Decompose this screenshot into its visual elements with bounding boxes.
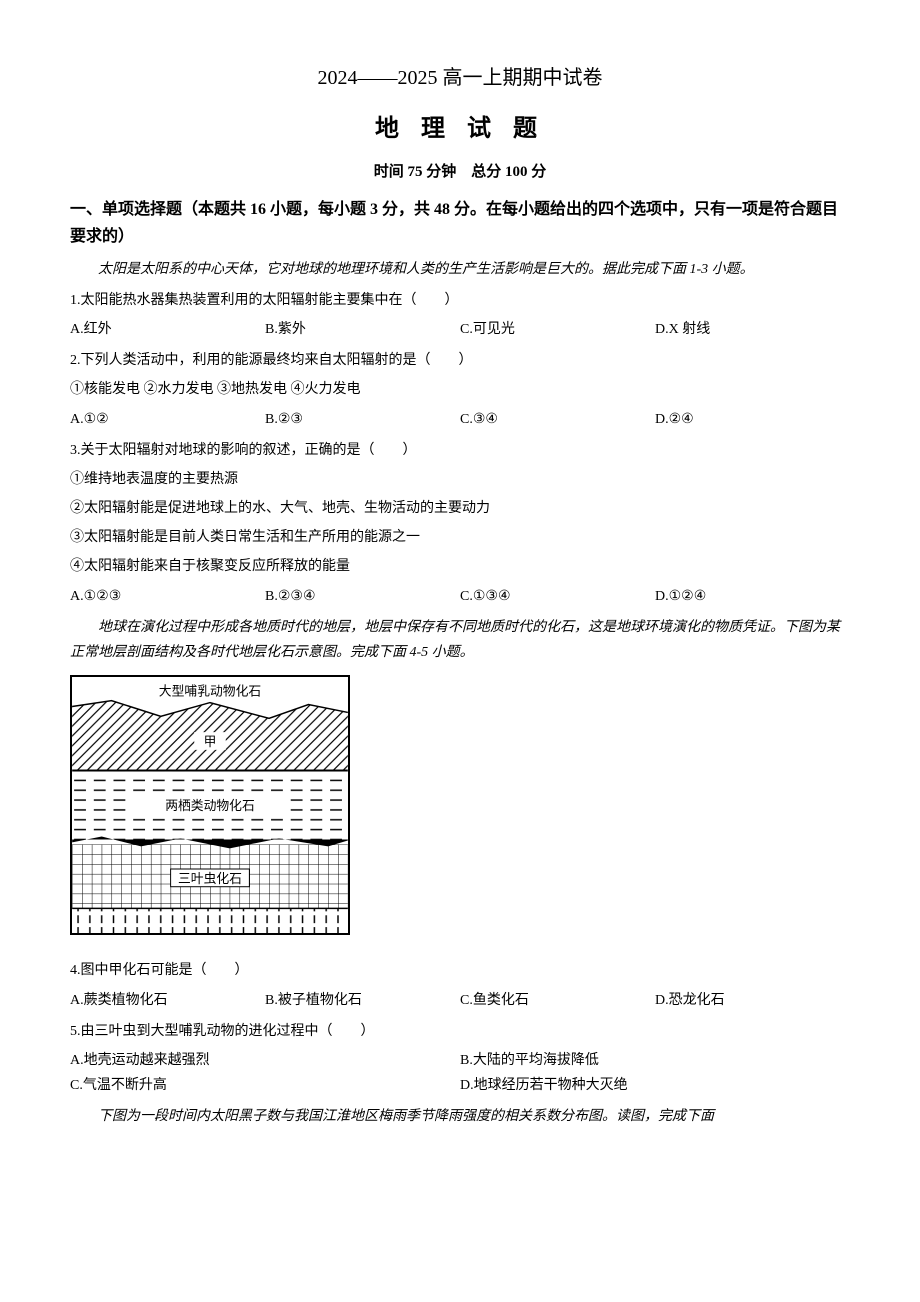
- layer3-label: 两栖类动物化石: [165, 799, 255, 813]
- q2-option-c: C.③④: [460, 407, 655, 432]
- q5-option-d: D.地球经历若干物种大灭绝: [460, 1073, 850, 1098]
- q5-option-b: B.大陆的平均海拔降低: [460, 1048, 850, 1073]
- q2-option-b: B.②③: [265, 407, 460, 432]
- layer1-label: 大型哺乳动物化石: [159, 685, 261, 699]
- q1-option-a: A.红外: [70, 317, 265, 342]
- stratigraphy-diagram: 大型哺乳动物化石 甲 两栖类动物化石 三叶虫化石: [70, 675, 350, 944]
- question-2-text: 2.下列人类活动中，利用的能源最终均来自太阳辐射的是（ ）: [70, 348, 850, 373]
- q3-option-d: D.①②④: [655, 584, 850, 609]
- q2-option-a: A.①②: [70, 407, 265, 432]
- q3-item-4: ④太阳辐射能来自于核聚变反应所释放的能量: [70, 554, 850, 579]
- q3-item-3: ③太阳辐射能是目前人类日常生活和生产所用的能源之一: [70, 525, 850, 550]
- q5-option-a: A.地壳运动越来越强烈: [70, 1048, 460, 1073]
- question-4-options: A.蕨类植物化石 B.被子植物化石 C.鱼类化石 D.恐龙化石: [70, 988, 850, 1013]
- q4-option-d: D.恐龙化石: [655, 988, 850, 1013]
- subject-title: 地 理 试 题: [70, 108, 850, 151]
- passage-3: 下图为一段时间内太阳黑子数与我国江淮地区梅雨季节降雨强度的相关系数分布图。读图，…: [70, 1104, 850, 1129]
- layer4-label: 三叶虫化石: [178, 872, 242, 886]
- q4-option-b: B.被子植物化石: [265, 988, 460, 1013]
- question-5-options: A.地壳运动越来越强烈 B.大陆的平均海拔降低 C.气温不断升高 D.地球经历若…: [70, 1048, 850, 1098]
- question-3-options: A.①②③ B.②③④ C.①③④ D.①②④: [70, 584, 850, 609]
- q1-option-d: D.X 射线: [655, 317, 850, 342]
- exam-period-title: 2024——2025 高一上期期中试卷: [70, 60, 850, 96]
- layer2-label: 甲: [204, 735, 217, 749]
- q2-option-d: D.②④: [655, 407, 850, 432]
- question-2-items: ①核能发电 ②水力发电 ③地热发电 ④火力发电: [70, 377, 850, 402]
- stratigraphy-svg: 大型哺乳动物化石 甲 两栖类动物化石 三叶虫化石: [70, 675, 350, 935]
- q5-option-c: C.气温不断升高: [70, 1073, 460, 1098]
- question-3-text: 3.关于太阳辐射对地球的影响的叙述，正确的是（ ）: [70, 438, 850, 463]
- passage-2: 地球在演化过程中形成各地质时代的地层，地层中保存有不同地质时代的化石，这是地球环…: [70, 615, 850, 665]
- question-2-options: A.①② B.②③ C.③④ D.②④: [70, 407, 850, 432]
- q3-option-b: B.②③④: [265, 584, 460, 609]
- question-1-text: 1.太阳能热水器集热装置利用的太阳辐射能主要集中在（ ）: [70, 288, 850, 313]
- q3-option-c: C.①③④: [460, 584, 655, 609]
- q3-item-1: ①维持地表温度的主要热源: [70, 467, 850, 492]
- q1-option-b: B.紫外: [265, 317, 460, 342]
- question-1-options: A.红外 B.紫外 C.可见光 D.X 射线: [70, 317, 850, 342]
- question-4-text: 4.图中甲化石可能是（ ）: [70, 958, 850, 983]
- passage-1: 太阳是太阳系的中心天体，它对地球的地理环境和人类的生产生活影响是巨大的。据此完成…: [70, 257, 850, 282]
- q3-option-a: A.①②③: [70, 584, 265, 609]
- section-1-header: 一、单项选择题（本题共 16 小题，每小题 3 分，共 48 分。在每小题给出的…: [70, 196, 850, 250]
- q4-option-a: A.蕨类植物化石: [70, 988, 265, 1013]
- q3-item-2: ②太阳辐射能是促进地球上的水、大气、地壳、生物活动的主要动力: [70, 496, 850, 521]
- exam-meta: 时间 75 分钟 总分 100 分: [70, 159, 850, 186]
- question-5-text: 5.由三叶虫到大型哺乳动物的进化过程中（ ）: [70, 1019, 850, 1044]
- q1-option-c: C.可见光: [460, 317, 655, 342]
- q4-option-c: C.鱼类化石: [460, 988, 655, 1013]
